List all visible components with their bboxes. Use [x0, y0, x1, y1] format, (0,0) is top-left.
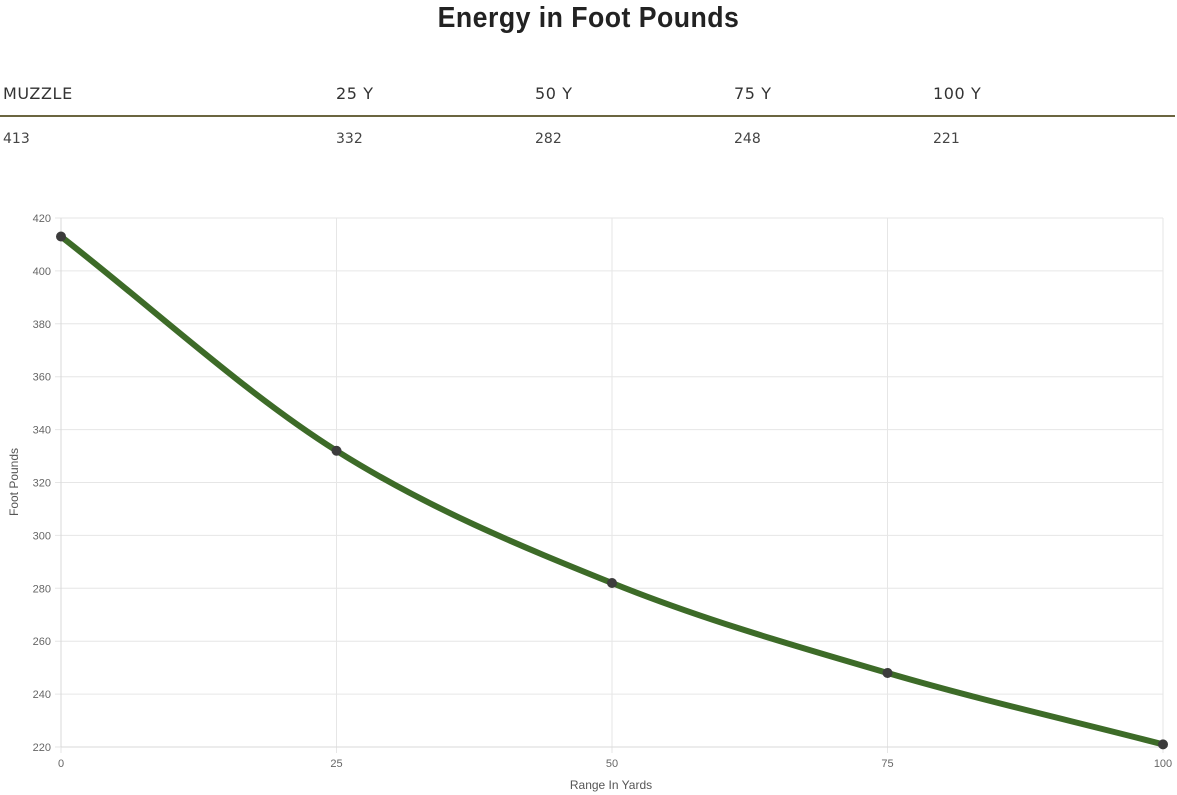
x-tick-label: 25 — [330, 758, 342, 770]
y-tick-label: 420 — [33, 213, 51, 225]
data-point — [331, 445, 342, 456]
y-tick-label: 340 — [33, 425, 51, 437]
data-point — [56, 231, 66, 242]
chart-axes: 220 240 260 280 300 320 340 360 380 400 420 0 25 50 75… — [33, 213, 1173, 770]
data-point — [607, 578, 617, 589]
y-tick-label: 280 — [33, 583, 51, 595]
chart-points — [56, 231, 1168, 750]
y-tick-label: 320 — [33, 478, 51, 490]
table-header-25y: 25 Y — [336, 84, 374, 103]
x-tick-label: 100 — [1154, 758, 1172, 770]
y-tick-label: 240 — [33, 689, 51, 701]
x-tick-label: 75 — [881, 758, 893, 770]
y-tick-label: 400 — [33, 266, 51, 278]
table-cell-75y: 248 — [734, 131, 761, 147]
y-tick-label: 220 — [33, 742, 51, 754]
y-axis-title: Foot Pounds — [7, 448, 21, 516]
chart-grid — [55, 217, 1164, 753]
table-header-muzzle: MUZZLE — [3, 84, 73, 103]
energy-table: MUZZLE 25 Y 50 Y 75 Y 100 Y 413 332 282 … — [0, 80, 1175, 151]
table-header-100y: 100 Y — [933, 84, 982, 103]
table-cell-muzzle: 413 — [3, 131, 30, 147]
table-header-75y: 75 Y — [734, 84, 772, 103]
page-title: Energy in Foot Pounds — [437, 2, 740, 34]
table-cell-100y: 221 — [933, 131, 960, 147]
x-axis-title: Range In Yards — [570, 778, 652, 792]
table-header-50y: 50 Y — [535, 84, 573, 103]
table-row: 413 332 282 248 221 — [0, 117, 1175, 151]
data-point — [1158, 739, 1168, 750]
data-point — [882, 667, 893, 678]
x-tick-label: 50 — [606, 758, 618, 770]
y-tick-label: 300 — [33, 530, 51, 542]
table-header-row: MUZZLE 25 Y 50 Y 75 Y 100 Y — [0, 80, 1175, 117]
table-cell-50y: 282 — [535, 131, 562, 147]
y-tick-label: 380 — [33, 319, 51, 331]
y-tick-label: 360 — [33, 372, 51, 384]
y-tick-label: 260 — [33, 636, 51, 648]
x-tick-label: 0 — [58, 758, 64, 770]
table-cell-25y: 332 — [336, 131, 363, 147]
